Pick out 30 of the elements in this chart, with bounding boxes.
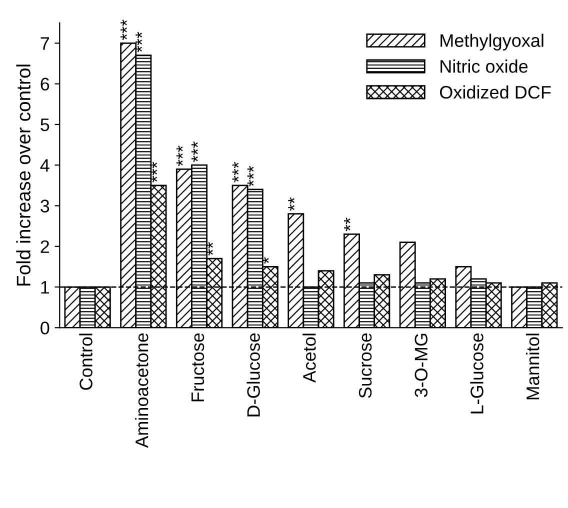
y-tick-label: 6 <box>40 78 50 91</box>
legend-label: Methylgyoxal <box>440 34 544 51</box>
y-axis-title: Fold increase over control <box>16 64 30 286</box>
data-label: *** <box>232 162 239 182</box>
x-tick-label: 3-O-MG <box>414 334 428 398</box>
data-label: *** <box>120 20 127 40</box>
data-label: *** <box>136 32 142 52</box>
x-tick-label: Aminoacetone <box>135 333 148 448</box>
x-tick-label: Sucrose <box>358 333 372 398</box>
data-label: * <box>262 257 269 264</box>
legend-label: Nitric oxide <box>440 60 528 73</box>
data-label: *** <box>176 146 183 166</box>
legend-label: Oxidized DCF <box>440 85 551 99</box>
y-tick-label: 0 <box>40 322 50 334</box>
data-label: ** <box>288 197 294 211</box>
y-tick-label: 2 <box>40 240 50 253</box>
x-tick-label: D-Glucose <box>246 333 260 416</box>
y-tick-label: 5 <box>40 118 50 132</box>
y-tick-label: 3 <box>40 200 50 212</box>
data-label: *** <box>247 166 254 186</box>
x-tick-label: L-Glucose <box>470 333 484 414</box>
x-tick-label: Fructose <box>192 333 204 402</box>
y-tick-label: 7 <box>40 37 50 50</box>
x-tick-label: Mannitol <box>526 334 540 400</box>
data-label: *** <box>192 142 198 162</box>
x-tick-label: Control <box>79 334 92 390</box>
y-tick-label: 4 <box>40 159 50 172</box>
y-tick-label: 1 <box>41 281 50 294</box>
x-tick-label: Acetol <box>302 334 316 383</box>
data-label: ** <box>344 218 350 232</box>
